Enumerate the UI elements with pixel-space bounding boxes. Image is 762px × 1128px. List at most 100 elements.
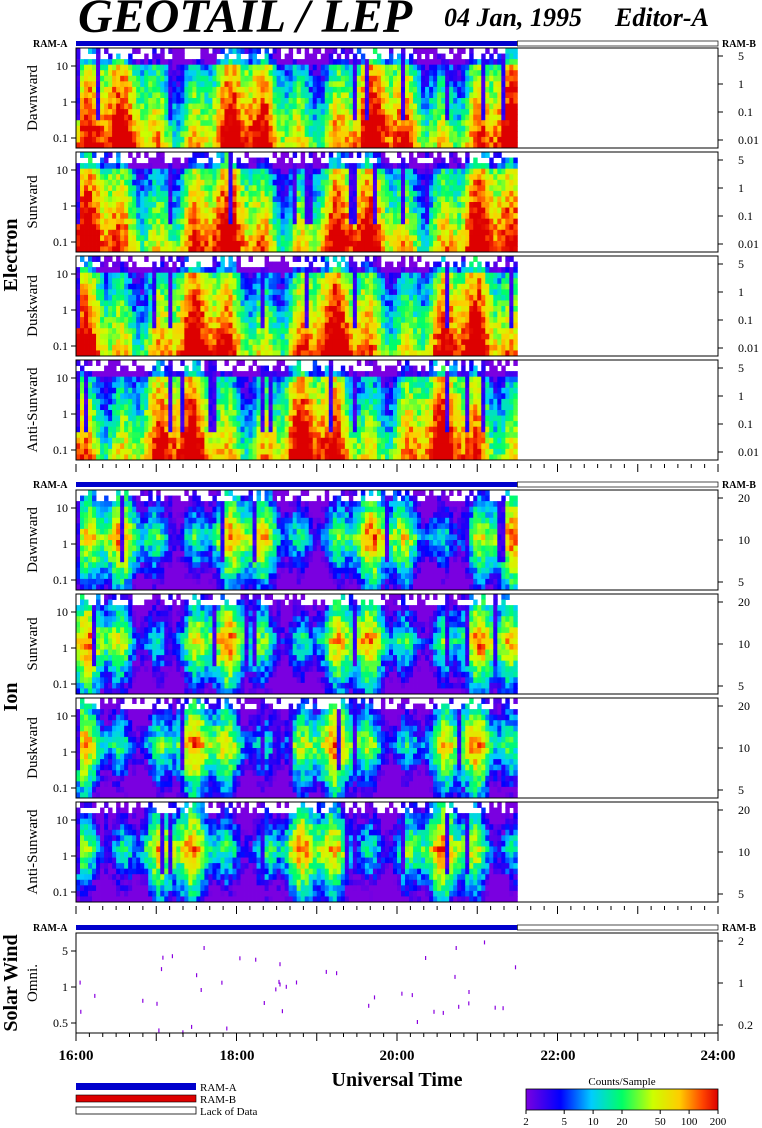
ion-panel-0-spectrogram — [76, 490, 518, 591]
solar-wind-group: RAM-A RAM-B 5 1 0.5 2 1 0.2 Omni. — [25, 923, 756, 1041]
ion-time-ticks — [75, 906, 719, 914]
solar-ram-bar-label-right: RAM-B — [722, 923, 756, 934]
ion-panel-1-rtick-2: 5 — [738, 679, 744, 693]
legend-label-ram-a: RAM-A — [200, 1082, 237, 1094]
ion-panel-1: 10 1 0.1 20 10 5 Sunward — [25, 593, 750, 695]
ion-panel-1-rtick-0: 20 — [738, 595, 750, 609]
electron-panel-0-frame — [75, 47, 719, 149]
electron-panel-3-rtick-2: 0.1 — [738, 417, 753, 431]
electron-panel-3-rtick-3: 0.01 — [738, 445, 759, 459]
solar-wind-panel-0-frame — [75, 932, 719, 1034]
ion-panel-2-ytick-0: 10 — [56, 709, 68, 723]
x-tick-label-3: 22:00 — [541, 1048, 576, 1064]
ion-panel-1-ytick-2: 0.1 — [53, 677, 68, 691]
colorbar: Counts/Sample 2 5 10 20 50 100 200 — [523, 1076, 727, 1128]
ion-panel-3-rtick-1: 10 — [738, 845, 750, 859]
ion-panel-2-ytick-1: 1 — [62, 745, 68, 759]
ion-panel-1-spectrogram — [76, 594, 518, 695]
electron-panel-3-rtick-0: 5 — [738, 361, 744, 375]
ion-panel-2-ytick-2: 0.1 — [53, 781, 68, 795]
ion-ram-bar-ram-a — [76, 482, 518, 487]
chart-title: GEOTAIL / LEP — [78, 0, 413, 43]
electron-ram-bar-lack — [517, 40, 719, 47]
ion-panel-2-rtick-1: 10 — [738, 741, 750, 755]
colorbar-gradient — [525, 1088, 719, 1111]
solar-ram-bar-lack — [517, 924, 719, 931]
colorbar-tick-2: 10 — [588, 1116, 600, 1128]
electron-panel-0-spectrogram — [76, 48, 518, 149]
ion-panel-0-ytick-1: 1 — [62, 537, 68, 551]
electron-panel-2-ytick-1: 1 — [62, 303, 68, 317]
electron-panel-2-rtick-3: 0.01 — [738, 341, 759, 355]
electron-panel-0-rtick-3: 0.01 — [738, 133, 759, 147]
legend-swatch-ram-a — [76, 1083, 196, 1090]
ion-group: RAM-A RAM-B 10 1 0.1 20 10 5 Dawnward 10 1 0.1 20 10 5… — [25, 480, 756, 914]
electron-time-ticks — [75, 464, 719, 472]
electron-panel-0: 10 1 0.1 5 1 0.1 0.01 Dawnward — [25, 47, 759, 149]
electron-ram-bar: RAM-A RAM-B — [33, 39, 756, 50]
colorbar-tick-1: 5 — [561, 1116, 567, 1128]
electron-group: RAM-A RAM-B 10 1 0.1 5 1 0.1 0.01 Dawnward 10 1 0.1 5… — [25, 39, 759, 472]
group-label-ion: Ion — [0, 683, 22, 712]
electron-panel-3-ytick-0: 10 — [56, 371, 68, 385]
ion-panel-0-rtick-1: 10 — [738, 533, 750, 547]
solar-wind-panel-0-ytick-0: 5 — [62, 944, 68, 958]
ion-panel-2-spectrogram — [76, 698, 518, 799]
electron-panel-1-frame — [75, 151, 719, 253]
ion-panel-3-label: Anti-Sunward — [25, 809, 41, 894]
electron-panel-2-frame — [75, 255, 719, 357]
ion-panel-0-ytick-2: 0.1 — [53, 573, 68, 587]
group-label-solar-wind: Solar Wind — [0, 934, 22, 1031]
ion-ram-bar-label-left: RAM-A — [33, 480, 68, 491]
solar-wind-panel-0: 5 1 0.5 2 1 0.2 Omni. — [25, 932, 753, 1035]
ion-panel-3-ytick-2: 0.1 — [53, 885, 68, 899]
electron-panel-1-label: Sunward — [25, 175, 41, 229]
electron-ram-bar-ram-a — [76, 41, 518, 46]
solar-wind-panel-0-ytick-1: 1 — [62, 980, 68, 994]
electron-panel-2-ytick-0: 10 — [56, 267, 68, 281]
solar-ram-bar: RAM-A RAM-B — [33, 923, 756, 934]
ion-panel-3-rtick-2: 5 — [738, 887, 744, 901]
electron-panel-2-spectrogram — [76, 256, 518, 357]
electron-panel-2-rtick-1: 1 — [738, 285, 744, 299]
ion-panel-1-label: Sunward — [25, 617, 41, 671]
chart-editor: Editor-A — [614, 3, 709, 32]
electron-panel-1-ytick-2: 0.1 — [53, 235, 68, 249]
solar-ram-bar-ram-a — [76, 925, 518, 930]
colorbar-tick-5: 100 — [681, 1116, 698, 1128]
solar-wind-panel-0-rtick-1: 1 — [738, 976, 744, 990]
ion-panel-2-rtick-0: 20 — [738, 699, 750, 713]
electron-panel-1-rtick-3: 0.01 — [738, 237, 759, 251]
electron-panel-1-rtick-2: 0.1 — [738, 209, 753, 223]
colorbar-tick-4: 50 — [655, 1116, 667, 1128]
x-tick-label-4: 24:00 — [701, 1048, 736, 1064]
ion-panel-2-label: Duskward — [25, 717, 41, 779]
ion-panel-2-rtick-2: 5 — [738, 783, 744, 797]
electron-panel-2-label: Duskward — [25, 275, 41, 337]
electron-panel-2-rtick-2: 0.1 — [738, 313, 753, 327]
colorbar-tick-0: 2 — [523, 1116, 529, 1128]
ion-panel-1-rtick-1: 10 — [738, 637, 750, 651]
ion-panel-2: 10 1 0.1 20 10 5 Duskward — [25, 697, 750, 799]
ion-panel-3-ytick-1: 1 — [62, 849, 68, 863]
ion-panel-0-rtick-0: 20 — [738, 491, 750, 505]
chart-date: 04 Jan, 1995 — [444, 3, 582, 32]
ion-panel-3-rtick-0: 20 — [738, 803, 750, 817]
legend-label-lack: Lack of Data — [200, 1106, 258, 1118]
solar-wind-panel-0-rtick-0: 2 — [738, 934, 744, 948]
legend: RAM-A RAM-B Lack of Data — [75, 1082, 258, 1118]
electron-panel-1-rtick-1: 1 — [738, 181, 744, 195]
colorbar-tick-6: 200 — [710, 1116, 727, 1128]
x-tick-label-2: 20:00 — [380, 1048, 415, 1064]
electron-panel-3-rtick-1: 1 — [738, 389, 744, 403]
electron-panel-2-rtick-0: 5 — [738, 257, 744, 271]
electron-panel-1-ytick-0: 10 — [56, 163, 68, 177]
ion-panel-3-spectrogram — [76, 802, 518, 903]
colorbar-tick-3: 20 — [617, 1116, 629, 1128]
ion-ram-bar-label-right: RAM-B — [722, 480, 756, 491]
solar-wind-panel-0-rtick-2: 0.2 — [738, 1018, 753, 1032]
electron-panel-0-ytick-2: 0.1 — [53, 131, 68, 145]
electron-panel-0-rtick-0: 5 — [738, 49, 744, 63]
electron-panel-1-spectrogram — [76, 152, 518, 253]
electron-panel-3-frame — [75, 359, 719, 461]
